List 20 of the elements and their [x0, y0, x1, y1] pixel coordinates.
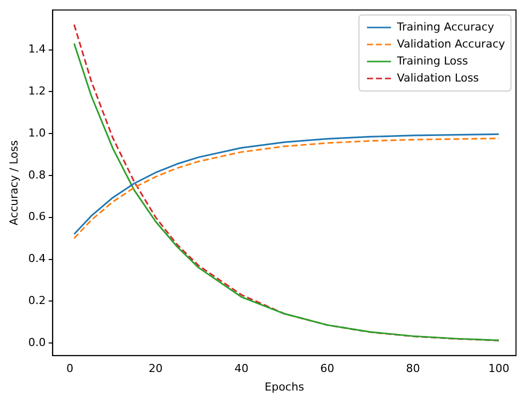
x-tick-label: 40 — [234, 362, 248, 376]
x-tick-label: 60 — [320, 362, 334, 376]
legend-label: Validation Loss — [396, 71, 480, 84]
legend-label: Validation Accuracy — [396, 37, 506, 50]
y-axis-title: Accuracy / Loss — [7, 140, 20, 226]
y-tick-label: 0.0 — [28, 336, 46, 349]
x-tick-label: 80 — [406, 362, 420, 376]
x-axis-title: Epochs — [264, 380, 304, 394]
y-tick-label: 0.2 — [28, 294, 46, 307]
x-tick-label: 100 — [488, 362, 510, 376]
y-tick-label: 0.8 — [28, 168, 46, 182]
legend-label: Training Accuracy — [396, 20, 495, 34]
y-tick-label: 1.0 — [28, 126, 46, 140]
legend-label: Training Loss — [396, 54, 468, 68]
x-tick-label: 0 — [66, 362, 74, 376]
x-tick-label: 20 — [148, 362, 163, 376]
y-tick-label: 1.4 — [28, 42, 46, 56]
y-tick-label: 0.6 — [28, 210, 46, 224]
y-tick-label: 0.4 — [28, 252, 46, 266]
y-tick-label: 1.2 — [28, 84, 46, 98]
